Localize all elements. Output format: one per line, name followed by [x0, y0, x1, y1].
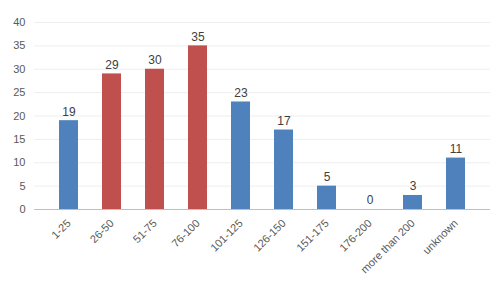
svg-text:unknown: unknown [420, 217, 460, 257]
svg-text:1-25: 1-25 [49, 217, 73, 241]
svg-text:17: 17 [277, 114, 291, 128]
svg-text:151-175: 151-175 [294, 217, 331, 254]
svg-text:126-150: 126-150 [251, 217, 288, 254]
svg-text:25: 25 [13, 86, 25, 98]
svg-text:176-200: 176-200 [337, 217, 374, 254]
svg-text:51-75: 51-75 [131, 217, 159, 245]
svg-text:0: 0 [367, 193, 374, 207]
svg-text:26-50: 26-50 [88, 217, 116, 245]
svg-text:23: 23 [234, 86, 248, 100]
svg-text:40: 40 [13, 16, 25, 28]
svg-text:10: 10 [13, 156, 25, 168]
svg-text:30: 30 [13, 63, 25, 75]
svg-text:5: 5 [324, 170, 331, 184]
svg-text:35: 35 [13, 39, 25, 51]
svg-text:5: 5 [19, 180, 25, 192]
svg-text:11: 11 [450, 142, 463, 156]
svg-text:19: 19 [62, 105, 76, 119]
svg-text:0: 0 [19, 203, 25, 215]
svg-text:15: 15 [13, 133, 25, 145]
svg-text:76-100: 76-100 [169, 217, 202, 250]
svg-text:35: 35 [191, 30, 205, 44]
svg-text:20: 20 [13, 110, 25, 122]
svg-text:3: 3 [410, 179, 417, 193]
svg-text:101-125: 101-125 [208, 217, 245, 254]
svg-text:29: 29 [105, 58, 119, 72]
svg-text:more than 200: more than 200 [358, 217, 417, 276]
svg-text:30: 30 [148, 53, 162, 67]
